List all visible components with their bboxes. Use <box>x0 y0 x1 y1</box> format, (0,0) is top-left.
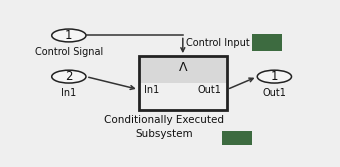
Text: Λ: Λ <box>178 61 187 74</box>
Text: 2: 2 <box>65 70 73 83</box>
Text: 1: 1 <box>271 70 278 83</box>
Bar <box>252 34 282 51</box>
Ellipse shape <box>52 29 86 42</box>
Ellipse shape <box>52 70 86 83</box>
Text: Control Input: Control Input <box>186 38 249 48</box>
Text: Control Signal: Control Signal <box>35 47 103 57</box>
Text: 1: 1 <box>65 29 73 42</box>
Bar <box>139 83 227 110</box>
Bar <box>139 56 227 83</box>
Text: Out1: Out1 <box>197 85 221 95</box>
Text: In1: In1 <box>61 88 76 98</box>
Bar <box>139 56 227 110</box>
Text: In1: In1 <box>144 85 160 95</box>
Bar <box>222 131 252 145</box>
Ellipse shape <box>257 70 291 83</box>
Text: Out1: Out1 <box>262 88 286 98</box>
Text: Conditionally Executed
Subsystem: Conditionally Executed Subsystem <box>104 115 224 139</box>
